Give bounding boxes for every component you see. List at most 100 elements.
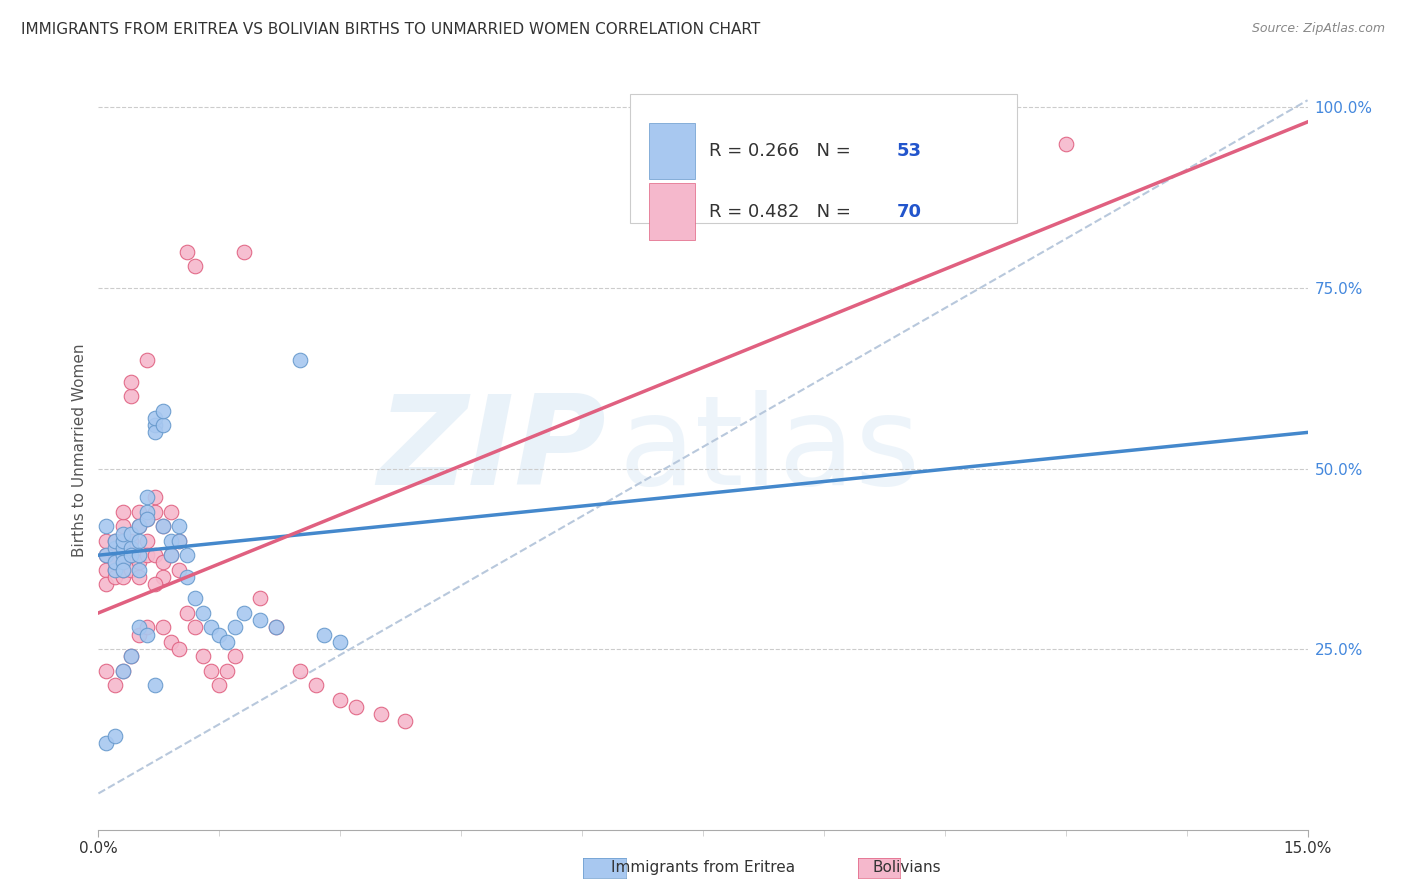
- Point: [111, 563, 134, 577]
- Point: [135, 491, 157, 505]
- Point: [152, 403, 174, 417]
- Point: [111, 555, 134, 569]
- Point: [135, 533, 157, 548]
- Point: [217, 664, 239, 678]
- Point: [264, 620, 287, 634]
- Point: [974, 115, 997, 129]
- Point: [96, 519, 118, 533]
- Point: [135, 548, 157, 562]
- Point: [288, 353, 311, 368]
- Text: R = 0.482   N =: R = 0.482 N =: [709, 202, 856, 220]
- Point: [264, 620, 287, 634]
- Point: [111, 548, 134, 562]
- Point: [96, 563, 118, 577]
- Point: [111, 526, 134, 541]
- Point: [305, 678, 328, 692]
- Point: [120, 563, 142, 577]
- Point: [135, 512, 157, 526]
- Point: [111, 563, 134, 577]
- Point: [111, 664, 134, 678]
- Point: [120, 389, 142, 403]
- Point: [152, 620, 174, 634]
- Point: [135, 353, 157, 368]
- Point: [224, 649, 246, 664]
- Point: [143, 577, 166, 591]
- Point: [176, 606, 198, 620]
- Text: R = 0.266   N =: R = 0.266 N =: [709, 142, 856, 160]
- Text: Bolivians: Bolivians: [873, 860, 941, 874]
- Point: [103, 729, 125, 743]
- Point: [152, 570, 174, 584]
- Point: [120, 533, 142, 548]
- Point: [111, 505, 134, 519]
- Text: Source: ZipAtlas.com: Source: ZipAtlas.com: [1251, 22, 1385, 36]
- Point: [128, 533, 150, 548]
- Point: [128, 519, 150, 533]
- Point: [111, 664, 134, 678]
- Text: 70: 70: [897, 202, 921, 220]
- Text: atlas: atlas: [619, 390, 921, 511]
- Point: [370, 706, 392, 721]
- Point: [135, 627, 157, 641]
- Point: [96, 548, 118, 562]
- Point: [200, 620, 222, 634]
- Point: [120, 649, 142, 664]
- Point: [96, 548, 118, 562]
- Point: [103, 555, 125, 569]
- Point: [200, 664, 222, 678]
- Point: [193, 606, 215, 620]
- Point: [208, 627, 231, 641]
- Point: [232, 244, 254, 259]
- Point: [193, 649, 215, 664]
- Point: [184, 260, 207, 274]
- Point: [111, 570, 134, 584]
- Point: [176, 548, 198, 562]
- Point: [128, 620, 150, 634]
- Point: [120, 375, 142, 389]
- Point: [143, 548, 166, 562]
- Point: [152, 519, 174, 533]
- Point: [1054, 136, 1077, 151]
- Point: [176, 244, 198, 259]
- Point: [143, 491, 166, 505]
- Point: [120, 526, 142, 541]
- Point: [314, 627, 336, 641]
- Point: [160, 505, 183, 519]
- Point: [96, 736, 118, 750]
- Point: [103, 563, 125, 577]
- Point: [143, 425, 166, 440]
- Point: [160, 635, 183, 649]
- Point: [167, 563, 190, 577]
- Point: [143, 505, 166, 519]
- Point: [152, 555, 174, 569]
- Point: [103, 548, 125, 562]
- Point: [135, 620, 157, 634]
- Point: [184, 620, 207, 634]
- Text: ZIP: ZIP: [378, 390, 606, 511]
- Point: [813, 129, 835, 144]
- Point: [143, 418, 166, 433]
- Point: [184, 591, 207, 606]
- Point: [143, 411, 166, 425]
- Point: [135, 505, 157, 519]
- Point: [96, 664, 118, 678]
- Point: [288, 664, 311, 678]
- Point: [111, 533, 134, 548]
- Point: [143, 678, 166, 692]
- Point: [103, 533, 125, 548]
- Text: Immigrants from Eritrea: Immigrants from Eritrea: [612, 860, 794, 874]
- Point: [128, 519, 150, 533]
- Text: IMMIGRANTS FROM ERITREA VS BOLIVIAN BIRTHS TO UNMARRIED WOMEN CORRELATION CHART: IMMIGRANTS FROM ERITREA VS BOLIVIAN BIRT…: [21, 22, 761, 37]
- Point: [135, 512, 157, 526]
- Point: [160, 548, 183, 562]
- Point: [103, 570, 125, 584]
- Text: 53: 53: [897, 142, 921, 160]
- Point: [167, 533, 190, 548]
- Point: [120, 548, 142, 562]
- Point: [394, 714, 416, 729]
- Point: [128, 505, 150, 519]
- Point: [167, 519, 190, 533]
- Point: [232, 606, 254, 620]
- Bar: [648, 122, 695, 179]
- Point: [111, 541, 134, 555]
